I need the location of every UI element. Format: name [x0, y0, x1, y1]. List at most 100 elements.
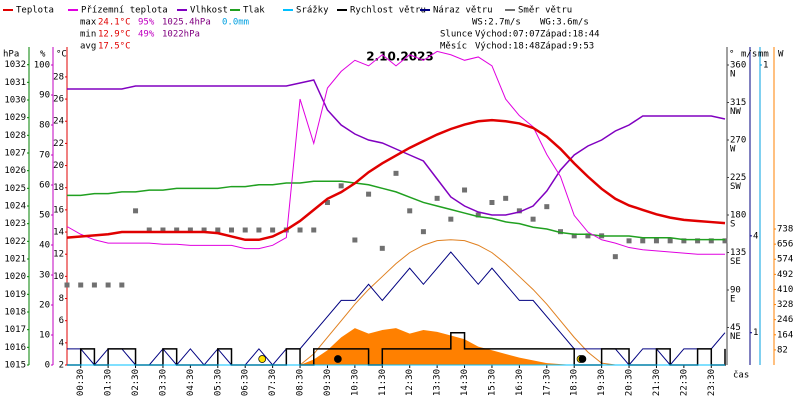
y-tick-label: 10	[53, 272, 64, 282]
y-tick-label: 22	[53, 139, 64, 149]
moon-stat: Východ:18:48	[475, 42, 540, 52]
direction-point	[558, 229, 563, 235]
moon-marker	[334, 355, 342, 363]
direction-point	[311, 227, 317, 233]
x-tick-label: 12:30	[405, 369, 415, 396]
axis-unit: °	[729, 50, 734, 60]
y-tick-label: 2	[59, 361, 64, 371]
legend-label: Teplota	[16, 6, 54, 16]
series-line	[66, 50, 725, 255]
direction-point	[64, 282, 70, 288]
direction-point	[489, 200, 495, 205]
moon-stat: Měsíc	[440, 42, 467, 52]
direction-point	[119, 282, 125, 288]
axis-unit: W	[778, 50, 784, 60]
y-tick-label: 1026	[4, 166, 26, 176]
y-tick-label: 18	[53, 183, 64, 193]
y-tick-label: 574	[777, 255, 793, 265]
y-tick-label: 1016	[4, 343, 26, 353]
y-tick-label: 90	[730, 286, 741, 296]
x-tick-label: 06:30	[241, 369, 251, 396]
direction-point	[270, 227, 276, 233]
x-tick-label: 01:30	[104, 369, 114, 396]
legend-label: Tlak	[243, 6, 265, 16]
direction-point	[256, 227, 262, 233]
x-tick-label: 18:30	[570, 369, 580, 396]
y-tick-label: 328	[777, 300, 793, 310]
stat-value: 95%	[138, 18, 155, 28]
direction-point	[640, 238, 646, 244]
y-tick-label: 1029	[4, 113, 26, 123]
direction-point	[133, 208, 139, 214]
y-tick-label: 492	[777, 270, 793, 280]
y-tick-label: 1015	[4, 361, 26, 371]
y-tick-label: 1020	[4, 272, 26, 282]
legend-label: Náraz větru	[433, 6, 493, 16]
legend-label: Směr větru	[518, 6, 572, 16]
stat-value: 12.9°C	[98, 30, 131, 40]
direction-point	[352, 237, 358, 243]
y-tick-label: 70	[39, 151, 50, 161]
x-tick-label: 15:30	[487, 369, 497, 396]
axis-unit: hPa	[3, 50, 19, 60]
stat-value: 49%	[138, 30, 155, 40]
y-tick-label: 28	[53, 72, 64, 82]
stat-value: 1025.4hPa	[162, 18, 211, 28]
y-tick-label: 1025	[4, 184, 26, 194]
direction-point	[462, 187, 468, 193]
axis-unit: mm	[758, 50, 769, 60]
y-tick-label: 656	[777, 240, 793, 250]
stat-label: min	[80, 30, 96, 40]
y-tick-label: 1	[763, 61, 768, 71]
series-line	[66, 118, 726, 242]
y-tick-name: S	[730, 220, 735, 230]
x-tick-label: 00:30	[76, 369, 86, 396]
direction-point	[475, 212, 481, 218]
direction-point	[174, 227, 180, 233]
y-tick-name: E	[730, 295, 735, 305]
chart-title: 2.10.2023	[366, 50, 434, 64]
x-tick-label: 20:30	[625, 369, 635, 396]
y-tick-label: 1030	[4, 96, 26, 106]
series-line	[67, 79, 726, 216]
y-tick-label: 20	[53, 161, 64, 171]
y-tick-label: 90	[39, 91, 50, 101]
y-tick-label: 1022	[4, 237, 26, 247]
y-tick-label: 4	[753, 231, 758, 241]
y-tick-label: 1023	[4, 219, 26, 229]
y-tick-label: 1	[753, 328, 758, 338]
y-tick-name: NE	[730, 332, 741, 342]
legend-label: Rychlost větru	[350, 6, 426, 16]
y-tick-label: 315	[730, 98, 746, 108]
y-tick-label: 360	[730, 61, 746, 71]
x-tick-label: 22:30	[679, 369, 689, 396]
y-tick-label: 26	[53, 95, 64, 105]
y-tick-label: 60	[39, 181, 50, 191]
y-tick-label: 12	[53, 250, 64, 260]
y-tick-label: 40	[39, 241, 50, 251]
sun-stat: Východ:07:07	[475, 30, 540, 40]
direction-point	[544, 204, 550, 210]
axis-unit: m/s	[741, 50, 757, 60]
y-tick-label: 738	[777, 225, 793, 235]
moon-stat: Západ:9:53	[540, 42, 594, 52]
legend-label: Srážky	[296, 6, 329, 16]
y-tick-name: NW	[730, 107, 741, 117]
y-tick-label: 24	[53, 117, 64, 127]
direction-point	[105, 282, 111, 288]
direction-point	[160, 227, 166, 233]
axis-unit: °C	[56, 50, 67, 60]
y-tick-label: 0	[45, 361, 50, 371]
direction-point	[681, 238, 687, 244]
x-tick-label: 09:30	[323, 369, 333, 396]
direction-point	[667, 238, 673, 244]
sun-stat: Slunce	[440, 30, 473, 40]
x-tick-label: 05:30	[213, 369, 223, 396]
x-tick-label: 08:30	[296, 369, 306, 396]
moon-marker	[578, 355, 587, 363]
y-tick-label: 1027	[4, 149, 26, 159]
y-tick-name: SE	[730, 257, 741, 267]
x-tick-label: 14:30	[460, 369, 470, 396]
y-tick-label: 16	[53, 205, 64, 215]
